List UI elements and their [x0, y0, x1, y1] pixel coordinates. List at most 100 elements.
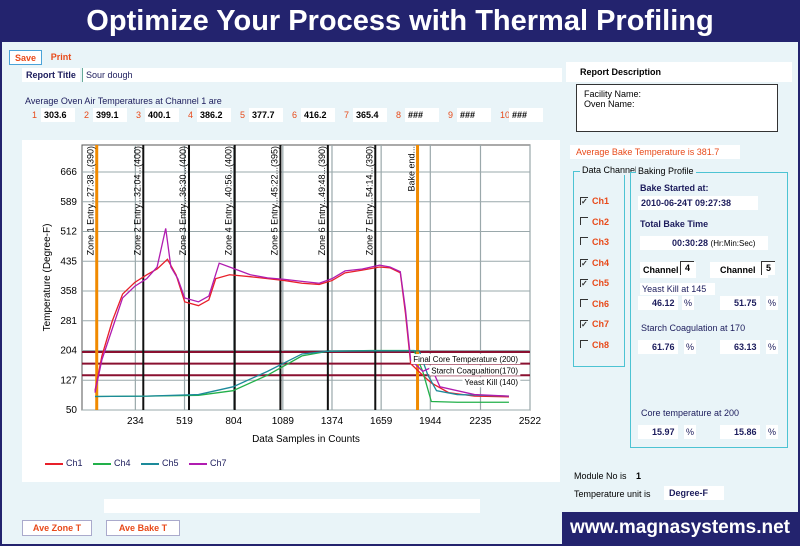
legend-label: Ch1: [66, 458, 83, 468]
y-tick-label: 50: [66, 405, 78, 416]
zone-number: 6: [292, 110, 298, 120]
x-tick-label: 2522: [519, 416, 542, 427]
zone-number: 2: [84, 110, 90, 120]
channel-checkbox[interactable]: ✓: [580, 320, 588, 329]
yeast-kill-label: Yeast Kill at 145: [640, 283, 715, 295]
total-bake-time-unit: (Hr:Min:Sec): [710, 239, 756, 248]
channel-label: Ch3: [592, 237, 610, 247]
channel-checkbox[interactable]: ✓: [580, 197, 588, 206]
channel-ch1[interactable]: ✓ Ch1: [580, 196, 624, 217]
legend-label: Ch7: [210, 458, 227, 468]
yeast-kill-b: 51.75: [720, 296, 760, 310]
starch-b: 63.13: [720, 340, 760, 354]
y-tick-label: 435: [60, 256, 77, 267]
core-b: 15.86: [720, 425, 760, 439]
report-title-input[interactable]: Sour dough: [82, 68, 562, 82]
series-ch1-line: [94, 258, 509, 398]
x-tick-label: 234: [127, 416, 144, 427]
zone-average-value: 303.6: [41, 108, 75, 122]
facility-name: Facility Name:: [584, 89, 642, 99]
zone-number: 8: [396, 110, 402, 120]
channel-checkbox[interactable]: [580, 237, 588, 245]
threshold-label-bg: [462, 377, 521, 388]
channel-label: Ch1: [592, 196, 610, 206]
website-link[interactable]: www.magnasystems.net: [562, 512, 798, 544]
channel-label: Ch6: [592, 298, 610, 309]
starch-label: Starch Coagulation at 170: [641, 323, 746, 333]
channel-b-select[interactable]: 5: [761, 261, 775, 275]
channel-b-label: Channel: [710, 262, 768, 278]
avg-bake-temp: Average Bake Temperature is 381.7: [570, 145, 740, 159]
zone-number: 5: [240, 110, 246, 120]
data-channels-legend: Data Channels: [580, 165, 644, 175]
legend-label: Ch5: [162, 458, 179, 468]
zone-marker-label: Zone 6 Entry...49:48...(390): [317, 146, 327, 255]
core-a-pct: %: [684, 425, 696, 439]
report-description-label: Report Description: [566, 62, 792, 82]
ave-bake-button[interactable]: Ave Bake T: [106, 520, 180, 536]
x-tick-label: 1944: [419, 416, 442, 427]
x-tick-label: 1374: [321, 416, 344, 427]
legend-item-ch5: Ch5: [141, 458, 179, 468]
zone-averages: 1 303.6 2 399.1 3 400.1 4 386.2 5 377.7 6 416.2 7 365…: [28, 108, 558, 122]
module-value: 1: [636, 471, 642, 481]
legend-swatch: [189, 462, 207, 465]
channel-ch7[interactable]: ✓ Ch7: [580, 319, 624, 340]
zone-number: 4: [188, 110, 194, 120]
report-description-input[interactable]: Facility Name: Oven Name:: [576, 84, 778, 132]
zone-average-value: 377.7: [249, 108, 283, 122]
starch-a: 61.76: [638, 340, 678, 354]
avg-temps-label: Average Oven Air Temperatures at Channel…: [25, 96, 222, 106]
temperature-chart: 50 127 204 281 358 435 512 589 666 234 519 804 1089 1…: [42, 144, 542, 445]
zone-marker-label: Zone 1 Entry...27:38...(390): [86, 146, 96, 255]
y-tick-label: 512: [60, 227, 77, 238]
oven-name: Oven Name:: [584, 99, 635, 109]
channel-checkbox[interactable]: [580, 216, 588, 225]
yeast-kill-b-pct: %: [766, 296, 778, 310]
threshold-label: Final Core Temperature (200): [413, 355, 518, 364]
series-ch7-line: [94, 228, 509, 397]
core-b-pct: %: [766, 425, 778, 439]
x-tick-label: 1659: [370, 416, 393, 427]
save-button[interactable]: Save: [9, 50, 42, 65]
channel-a-select[interactable]: 4: [680, 261, 694, 275]
channel-ch6[interactable]: Ch6: [580, 298, 624, 320]
channel-label: Ch8: [592, 339, 610, 350]
channel-label: Ch2: [592, 216, 610, 227]
channel-ch3[interactable]: Ch3: [580, 237, 624, 258]
core-temp-label: Core temperature at 200: [641, 408, 740, 418]
zone-number: 9: [448, 110, 454, 120]
channel-ch2[interactable]: Ch2: [580, 216, 624, 238]
channel-ch5[interactable]: ✓ Ch5: [580, 278, 624, 299]
print-button[interactable]: Print: [50, 52, 72, 62]
series-ch5-line: [94, 350, 509, 398]
bake-started-value: 2010-06-24T 09:27:38: [638, 196, 758, 210]
legend-swatch: [141, 462, 159, 465]
total-bake-time-value: 00:30:28: [672, 238, 709, 248]
zone-average-value: 399.1: [93, 108, 127, 122]
chart-legend: Ch1 Ch4 Ch5 Ch7: [45, 458, 445, 472]
chart-panel: 50 127 204 281 358 435 512 589 666 234 519 804 1089 1…: [22, 140, 560, 482]
channel-checkbox[interactable]: [580, 298, 588, 307]
total-bake-time-label: Total Bake Time: [640, 219, 709, 229]
channel-ch8[interactable]: Ch8: [580, 339, 624, 361]
zone-marker-label: Bake end...: [407, 146, 417, 192]
zone-number: 7: [344, 110, 350, 120]
channel-ch4[interactable]: ✓ Ch4: [580, 258, 624, 279]
channel-checkbox[interactable]: ✓: [580, 258, 588, 268]
zone-average-value: 416.2: [301, 108, 335, 122]
starch-a-pct: %: [684, 340, 696, 354]
y-tick-label: 589: [60, 197, 77, 208]
channel-label: Ch4: [592, 257, 610, 268]
report-title-label: Report Title: [22, 68, 80, 82]
module-label: Module No is: [574, 471, 627, 481]
bake-started-label: Bake Started at:: [640, 183, 709, 193]
channel-checkbox[interactable]: ✓: [580, 279, 588, 288]
zone-average-value: 365.4: [353, 108, 387, 122]
ave-zone-button[interactable]: Ave Zone T: [22, 520, 92, 536]
y-axis-label: Temperature (Degree-F): [42, 224, 53, 332]
banner-title: Optimize Your Process with Thermal Profi…: [0, 0, 800, 42]
threshold-label-bg: [411, 354, 521, 365]
y-tick-label: 358: [60, 286, 77, 297]
channel-checkbox[interactable]: [580, 339, 588, 348]
